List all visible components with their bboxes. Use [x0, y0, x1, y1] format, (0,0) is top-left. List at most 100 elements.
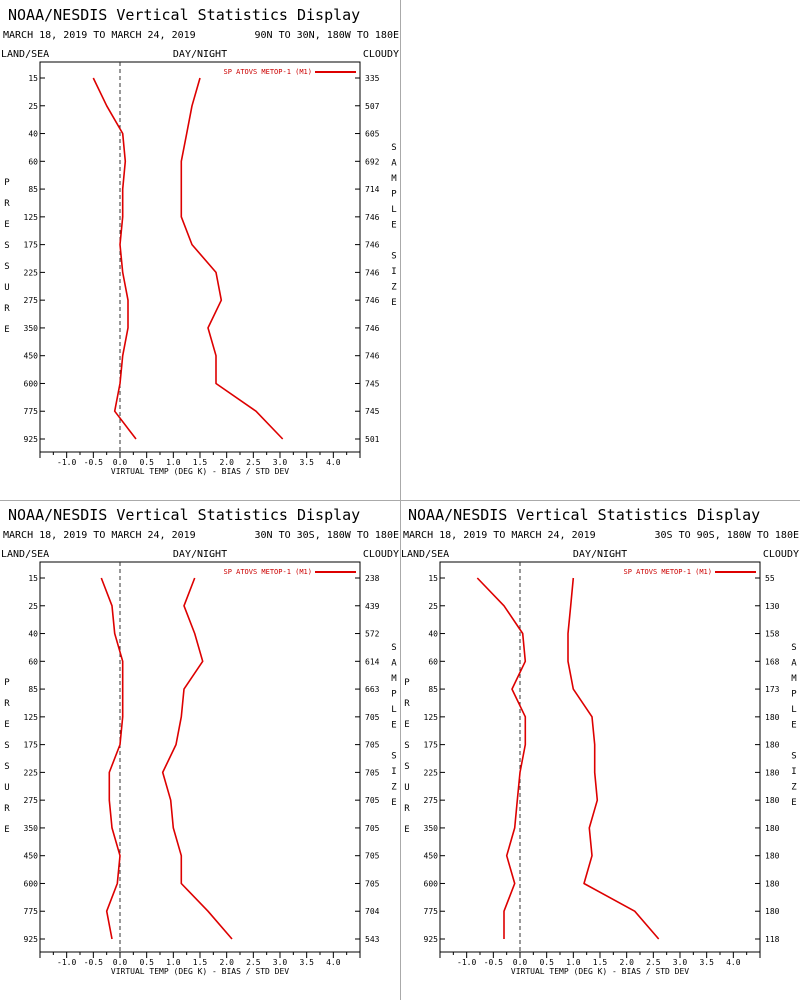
x-tick-label: 4.0	[726, 958, 741, 967]
sample-size-label: 692	[365, 157, 380, 166]
pressure-tick-label: 40	[28, 130, 38, 139]
sample-size-label: 746	[365, 352, 380, 361]
date-range: MARCH 18, 2019 TO MARCH 24, 2019	[403, 530, 596, 541]
sample-size-label: 180	[765, 852, 780, 861]
chart-title: NOAA/NESDIS Vertical Statistics Display	[8, 506, 360, 524]
sample-size-label: 705	[365, 768, 380, 777]
panel-tropics: NOAA/NESDIS Vertical Statistics Display M…	[0, 500, 400, 1000]
chart-title: NOAA/NESDIS Vertical Statistics Display	[408, 506, 760, 524]
sample-size-label: 55	[765, 574, 775, 583]
sample-size-label: 746	[365, 213, 380, 222]
time-of-day-label: DAY/NIGHT	[573, 549, 627, 560]
pressure-tick-label: 925	[24, 935, 39, 944]
sample-size-label: 130	[765, 602, 780, 611]
time-of-day-label: DAY/NIGHT	[173, 49, 227, 60]
y2-axis-label-letter: E	[391, 798, 396, 808]
chart-svg: NOAA/NESDIS Vertical Statistics Display M…	[400, 500, 800, 1000]
pressure-tick-label: 225	[24, 268, 39, 277]
y2-axis-label-letter: E	[391, 721, 396, 731]
pressure-tick-label: 40	[28, 630, 38, 639]
sample-size-label: 238	[365, 574, 380, 583]
sample-size-label: 705	[365, 852, 380, 861]
y2-axis-label-letter: P	[391, 190, 397, 200]
pressure-tick-label: 15	[28, 574, 38, 583]
date-range: MARCH 18, 2019 TO MARCH 24, 2019	[3, 30, 196, 41]
x-tick-label: 3.5	[299, 958, 314, 967]
pressure-tick-label: 600	[24, 379, 39, 388]
y2-axis-label-letter: S	[791, 752, 796, 762]
plot-frame	[440, 562, 760, 952]
region-label: 30S TO 90S, 180W TO 180E	[655, 530, 800, 541]
y2-axis-label-letter: I	[791, 767, 796, 777]
pressure-tick-label: 175	[24, 741, 39, 750]
x-tick-label: 1.0	[566, 958, 581, 967]
x-tick-label: 3.5	[699, 958, 714, 967]
y-axis-label-letter: E	[404, 720, 409, 730]
sample-size-label: 543	[365, 935, 380, 944]
sample-size-label: 746	[365, 324, 380, 333]
x-axis-label: VIRTUAL TEMP (DEG K) - BIAS / STD DEV	[111, 467, 289, 476]
y-axis-label-letter: E	[404, 825, 409, 835]
chart-svg: NOAA/NESDIS Vertical Statistics Display M…	[0, 0, 400, 500]
y-axis-label-letter: S	[404, 762, 409, 772]
legend-label: SP ATOVS METOP-1 (M1)	[223, 68, 312, 76]
panel-south: NOAA/NESDIS Vertical Statistics Display M…	[400, 500, 800, 1000]
sample-size-label: 180	[765, 768, 780, 777]
x-tick-label: 3.0	[673, 958, 688, 967]
y2-axis-label-letter: L	[391, 205, 396, 215]
pressure-tick-label: 85	[28, 185, 38, 194]
y-axis-label-letter: S	[4, 241, 9, 251]
pressure-tick-label: 925	[424, 935, 439, 944]
sample-size-label: 173	[765, 685, 780, 694]
sample-size-label: 501	[365, 435, 380, 444]
pressure-tick-label: 15	[28, 74, 38, 83]
pressure-tick-label: 225	[24, 768, 39, 777]
panel-north: NOAA/NESDIS Vertical Statistics Display M…	[0, 0, 400, 500]
series-line-std_dev	[181, 78, 282, 439]
sample-size-label: 663	[365, 685, 380, 694]
y2-axis-label-letter: S	[391, 752, 396, 762]
y2-axis-label-letter: P	[791, 690, 797, 700]
sample-size-label: 572	[365, 630, 380, 639]
pressure-tick-label: 25	[428, 602, 438, 611]
sample-size-label: 705	[365, 879, 380, 888]
y-axis-label-letter: U	[4, 283, 9, 293]
sample-size-label: 507	[365, 102, 380, 111]
chart-svg: NOAA/NESDIS Vertical Statistics Display M…	[0, 500, 400, 1000]
pressure-tick-label: 275	[424, 796, 439, 805]
series-line-bias	[101, 578, 122, 939]
pressure-tick-label: 15	[428, 574, 438, 583]
y-axis-label-letter: R	[4, 804, 10, 814]
pressure-tick-label: 175	[24, 241, 39, 250]
y-axis-label-letter: S	[4, 762, 9, 772]
y-axis-label-letter: S	[4, 262, 9, 272]
x-tick-label: 2.0	[619, 958, 634, 967]
pressure-tick-label: 60	[28, 157, 38, 166]
sample-size-label: 746	[365, 268, 380, 277]
y2-axis-label-letter: S	[391, 143, 396, 153]
x-tick-label: 0.0	[513, 958, 528, 967]
y2-axis-label-letter: I	[391, 767, 396, 777]
region-label: 90N TO 30N, 180W TO 180E	[255, 30, 400, 41]
y2-axis-label-letter: A	[791, 659, 797, 669]
pressure-tick-label: 175	[424, 741, 439, 750]
x-tick-label: 2.0	[219, 458, 234, 467]
sky-label: CLOUDY	[763, 549, 799, 560]
series-line-std_dev	[163, 578, 232, 939]
y2-axis-label-letter: A	[391, 159, 397, 169]
y-axis-label-letter: R	[404, 804, 410, 814]
x-tick-label: 2.5	[246, 458, 261, 467]
time-of-day-label: DAY/NIGHT	[173, 549, 227, 560]
y-axis-label-letter: R	[404, 699, 410, 709]
pressure-tick-label: 775	[24, 407, 39, 416]
sample-size-label: 158	[765, 630, 780, 639]
y2-axis-label-letter: E	[391, 298, 396, 308]
sample-size-label: 705	[365, 741, 380, 750]
pressure-tick-label: 600	[424, 879, 439, 888]
sample-size-label: 705	[365, 824, 380, 833]
y-axis-label-letter: P	[4, 678, 10, 688]
pressure-tick-label: 125	[24, 213, 39, 222]
y2-axis-label-letter: M	[391, 674, 397, 684]
chart-title: NOAA/NESDIS Vertical Statistics Display	[8, 6, 360, 24]
sample-size-label: 614	[365, 657, 380, 666]
